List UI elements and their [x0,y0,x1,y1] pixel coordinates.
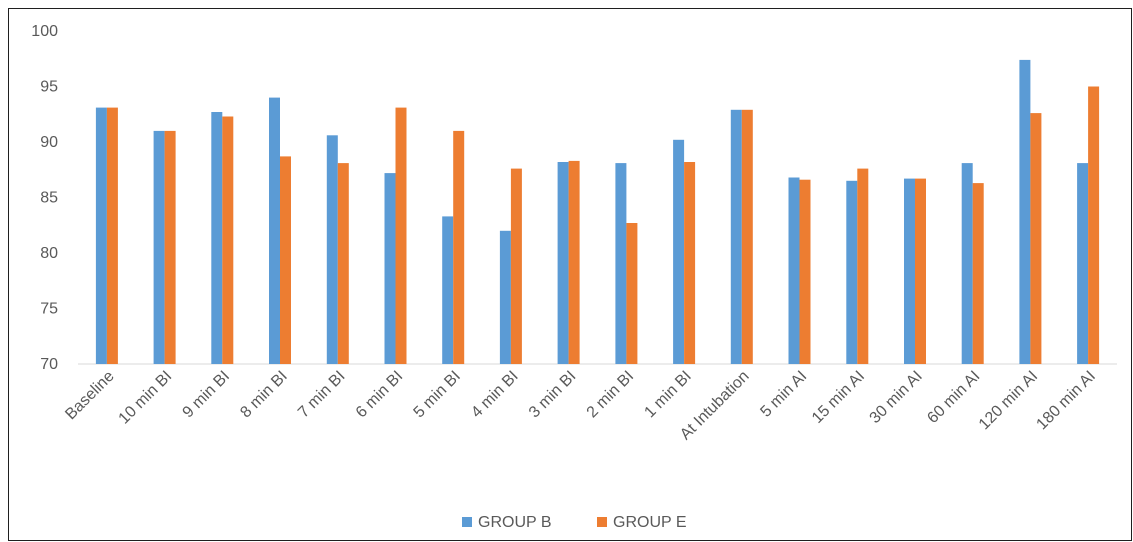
y-tick-label: 90 [40,134,58,151]
bar-group-b [846,180,858,364]
bar-group-b [961,163,973,364]
bar-group-e [510,168,522,364]
y-tick-label: 85 [40,190,58,207]
x-tick-label: 3 min BI [526,368,580,422]
bar-group-e [337,163,349,364]
bar-group-e [453,130,465,364]
bar-group-b [95,107,107,364]
bar-group-e [857,168,869,364]
bar-group-e [1030,113,1042,364]
legend-swatch [462,517,472,527]
bar-group-e [164,130,176,364]
x-tick-label: 5 min AI [757,368,810,421]
x-tick-label: 120 min AI [976,368,1041,433]
x-tick-label: 10 min BI [116,368,176,428]
bar-group-e [1088,86,1100,364]
bar-group-b [788,177,800,364]
legend-swatch [597,517,607,527]
x-tick-label: 1 min BI [641,368,695,422]
x-tick-label: 9 min BI [180,368,234,422]
bar-group-b [442,216,454,364]
bar-group-b [384,173,396,364]
y-tick-label: 100 [31,23,58,40]
bar-group-b [1077,163,1089,364]
y-axis-ticks: 70 75 80 85 90 95 100 [31,23,58,373]
y-tick-label: 80 [40,245,58,262]
y-tick-label: 95 [40,79,58,96]
x-tick-label: 2 min BI [584,368,638,422]
x-tick-label: 30 min AI [867,368,926,427]
x-tick-label: 60 min AI [924,368,983,427]
x-tick-label: 6 min BI [353,368,407,422]
bar-group-e [972,183,984,364]
bar-group-e [568,160,580,364]
legend-label: GROUP E [613,514,687,531]
x-tick-label: 15 min AI [809,368,868,427]
x-tick-label: 8 min BI [237,368,291,422]
x-tick-label: 180 min AI [1033,368,1098,433]
x-tick-label: Baseline [62,368,117,423]
legend-label: GROUP B [478,514,552,531]
bar-group-b [153,130,165,364]
bar-group-b [557,162,569,364]
bars [95,59,1100,365]
bar-group-b [499,230,511,364]
bar-group-b [269,97,280,364]
bar-group-e [395,107,407,364]
bar-group-b [326,135,338,364]
bar-group-b [615,163,627,364]
bar-group-b [730,109,742,364]
bar-group-e [626,223,638,364]
x-tick-label: 5 min BI [411,368,465,422]
bar-group-b [673,139,685,364]
y-tick-label: 75 [40,301,58,318]
bar-group-e [280,156,291,364]
bar-group-e [915,178,926,364]
x-tick-label: 4 min BI [468,368,522,422]
bar-group-e [106,107,118,364]
bar-group-e [222,116,234,364]
y-tick-label: 70 [40,356,58,373]
bar-group-b [211,112,223,364]
bar-group-e [741,109,753,364]
bar-group-e [799,179,811,364]
legend: GROUP B GROUP E [462,514,687,531]
x-tick-label: 7 min BI [295,368,349,422]
bar-group-b [1019,59,1031,365]
bar-group-b [904,178,915,364]
bar-group-e [684,162,696,364]
